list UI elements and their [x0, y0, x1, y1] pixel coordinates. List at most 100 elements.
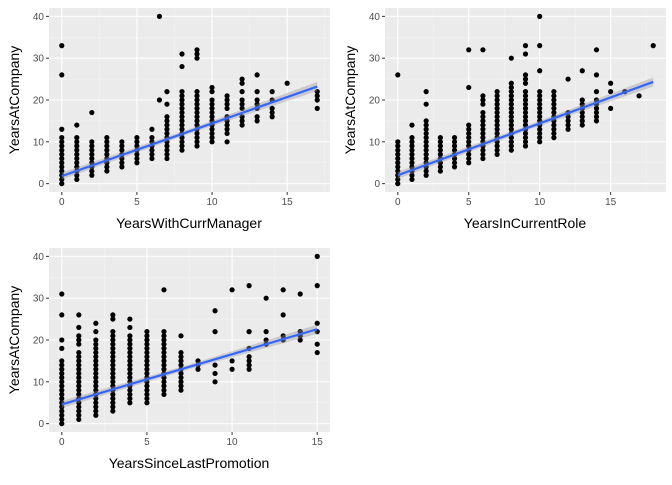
- data-point: [480, 155, 486, 162]
- data-point: [119, 147, 125, 153]
- data-point: [110, 333, 116, 339]
- data-point: [179, 114, 185, 120]
- data-point: [451, 160, 458, 166]
- data-point: [127, 316, 133, 322]
- data-point: [522, 122, 529, 128]
- data-point: [451, 164, 458, 170]
- data-point: [593, 47, 600, 53]
- data-point: [246, 362, 252, 368]
- data-point: [195, 358, 201, 364]
- data-point: [494, 126, 500, 132]
- data-point: [59, 404, 65, 410]
- data-point: [93, 354, 99, 360]
- data-point: [224, 130, 230, 137]
- data-point: [246, 366, 252, 372]
- fit-line: [61, 85, 318, 178]
- data-point: [254, 118, 260, 124]
- data-point: [246, 354, 252, 360]
- data-point: [395, 160, 401, 166]
- data-point: [178, 370, 184, 377]
- data-point: [537, 13, 543, 19]
- data-point: [284, 80, 290, 86]
- data-point: [161, 358, 167, 364]
- data-point: [194, 55, 200, 61]
- data-point: [110, 366, 116, 372]
- panel-1: 0 5 10 15 0 10 20 30 40 YearsWithCurrManager Years…: [6, 8, 330, 231]
- y-tick-label: 0: [38, 179, 44, 190]
- data-point: [423, 151, 429, 157]
- data-point: [156, 13, 163, 19]
- data-point: [280, 333, 286, 339]
- data-point: [194, 143, 200, 149]
- data-point: [522, 135, 529, 141]
- y-axis-title: YearsAtCompany: [6, 286, 22, 394]
- data-point: [551, 89, 557, 95]
- data-point: [423, 147, 429, 153]
- data-point: [480, 130, 486, 137]
- data-point: [494, 122, 500, 128]
- data-point: [314, 349, 320, 356]
- data-point: [409, 135, 415, 141]
- data-point: [297, 291, 303, 297]
- data-point: [229, 358, 235, 364]
- data-point: [239, 101, 245, 107]
- data-point: [76, 400, 82, 406]
- data-point: [178, 349, 184, 356]
- data-point: [579, 118, 585, 124]
- y-tick-label: 10: [33, 137, 45, 148]
- data-point: [144, 387, 150, 393]
- data-point: [104, 151, 110, 157]
- y-tick-label: 0: [374, 179, 380, 190]
- data-point: [76, 349, 82, 356]
- data-point: [110, 329, 116, 335]
- data-point: [93, 387, 99, 393]
- data-point: [179, 51, 185, 57]
- data-point: [161, 349, 167, 356]
- data-point: [522, 97, 529, 103]
- data-point: [508, 97, 514, 103]
- data-point: [119, 139, 125, 145]
- data-point: [522, 130, 529, 137]
- data-point: [76, 379, 82, 385]
- data-point: [59, 160, 65, 166]
- x-tick-label: 5: [466, 197, 472, 208]
- data-point: [551, 126, 557, 132]
- data-point: [246, 329, 252, 335]
- data-point: [110, 408, 116, 414]
- data-point: [127, 370, 133, 377]
- data-point: [164, 143, 170, 149]
- data-point: [76, 312, 82, 318]
- data-point: [451, 143, 458, 149]
- data-point: [110, 349, 116, 356]
- data-point: [451, 135, 458, 141]
- data-point: [608, 89, 614, 95]
- data-point: [423, 118, 429, 124]
- data-point: [508, 135, 514, 141]
- data-point: [269, 105, 275, 111]
- data-point: [178, 333, 184, 339]
- data-point: [164, 130, 170, 137]
- data-point: [508, 109, 514, 116]
- data-point: [127, 337, 133, 343]
- data-point: [59, 164, 65, 170]
- data-point: [551, 122, 557, 128]
- data-point: [76, 408, 82, 414]
- data-point: [164, 89, 170, 95]
- data-point: [164, 101, 170, 107]
- data-point: [164, 118, 170, 124]
- data-point: [263, 329, 269, 335]
- data-point: [93, 383, 99, 389]
- data-point: [480, 47, 486, 53]
- data-point: [194, 135, 200, 141]
- data-point: [437, 160, 443, 166]
- data-point: [127, 387, 133, 393]
- data-point: [494, 109, 500, 116]
- data-point: [537, 89, 543, 95]
- data-point: [59, 387, 65, 393]
- data-point: [93, 408, 99, 414]
- data-point: [239, 118, 245, 124]
- x-tick-label: 15: [282, 197, 294, 208]
- data-point: [127, 395, 133, 402]
- data-point: [127, 375, 133, 381]
- data-point: [89, 155, 95, 162]
